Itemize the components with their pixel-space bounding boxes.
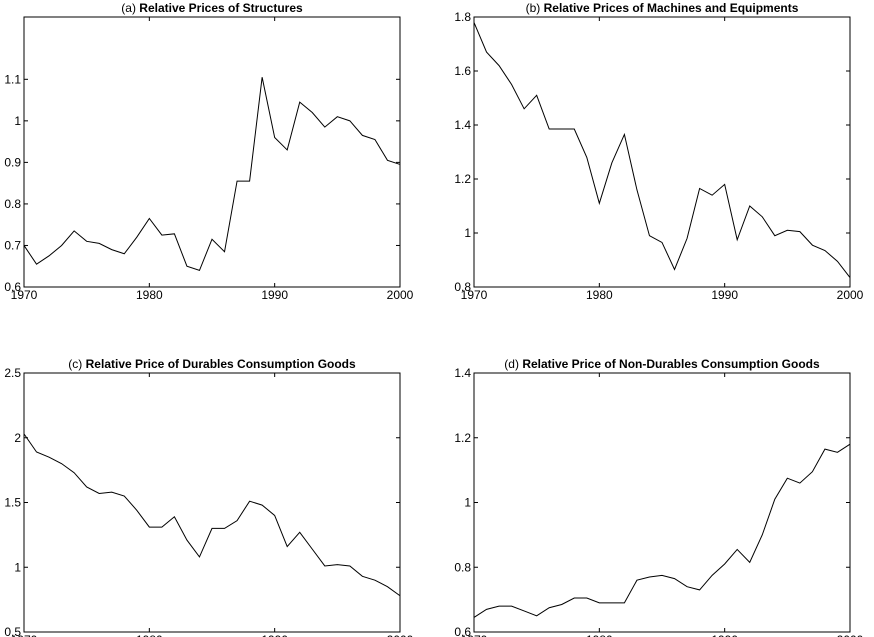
x-tick-label: 1980 [586, 288, 613, 302]
y-tick-label: 0.6 [4, 280, 21, 294]
plot-frame [23, 16, 401, 288]
y-tick-label: 0.7 [4, 238, 21, 252]
y-tick-label: 1.8 [454, 10, 471, 24]
plot-frame [473, 16, 851, 288]
panel-label: (b) [526, 1, 541, 15]
y-tick-label: 2 [14, 431, 21, 445]
y-tick-label: 1.6 [454, 64, 471, 78]
x-tick-label: 1970 [461, 288, 488, 302]
y-tick-label: 0.8 [4, 197, 21, 211]
y-tick-label: 0.6 [454, 625, 471, 637]
x-tick-label: 1990 [261, 633, 288, 637]
panel-label: (a) [121, 1, 136, 15]
plot-frame [473, 372, 851, 633]
title-text: Relative Prices of Structures [139, 1, 303, 15]
y-tick-label: 1.5 [4, 496, 21, 510]
y-tick-label: 1.2 [454, 172, 471, 186]
chart-title: (c) Relative Price of Durables Consumpti… [68, 357, 356, 371]
data-line [473, 22, 851, 278]
chart-title: (d) Relative Price of Non-Durables Consu… [504, 357, 820, 371]
y-tick-label: 0.5 [4, 625, 21, 637]
x-tick-label: 2000 [837, 288, 864, 302]
panel-label: (d) [504, 357, 519, 371]
x-tick-label: 1970 [11, 633, 38, 637]
chart-title: (b) Relative Prices of Machines and Equi… [526, 1, 799, 15]
y-tick-label: 0.8 [454, 560, 471, 574]
data-line [23, 433, 401, 597]
plot-frame [23, 372, 401, 633]
x-tick-label: 1980 [136, 288, 163, 302]
data-line [473, 443, 851, 618]
y-tick-label: 1.1 [4, 72, 21, 86]
y-tick-label: 1 [464, 496, 471, 510]
title-text: Relative Price of Non-Durables Consumpti… [522, 357, 820, 371]
x-tick-label: 2000 [387, 288, 414, 302]
x-tick-label: 1990 [711, 288, 738, 302]
chart-title: (a) Relative Prices of Structures [121, 1, 303, 15]
y-tick-label: 1.4 [454, 118, 471, 132]
data-line [23, 77, 401, 272]
title-text: Relative Prices of Machines and Equipmen… [544, 1, 799, 15]
x-tick-label: 1990 [261, 288, 288, 302]
y-tick-label: 1 [464, 226, 471, 240]
x-tick-label: 1970 [461, 633, 488, 637]
y-tick-label: 1 [14, 114, 21, 128]
x-tick-label: 1990 [711, 633, 738, 637]
panel-label: (c) [68, 357, 82, 371]
y-tick-label: 0.8 [454, 280, 471, 294]
y-tick-label: 1 [14, 560, 21, 574]
y-tick-label: 1.4 [454, 366, 471, 380]
y-tick-label: 1.2 [454, 431, 471, 445]
y-tick-label: 0.9 [4, 155, 21, 169]
x-tick-label: 1980 [136, 633, 163, 637]
x-tick-label: 2000 [387, 633, 414, 637]
x-tick-label: 1980 [586, 633, 613, 637]
x-tick-label: 2000 [837, 633, 864, 637]
x-tick-label: 1970 [11, 288, 38, 302]
y-tick-label: 2.5 [4, 366, 21, 380]
title-text: Relative Price of Durables Consumption G… [86, 357, 356, 371]
